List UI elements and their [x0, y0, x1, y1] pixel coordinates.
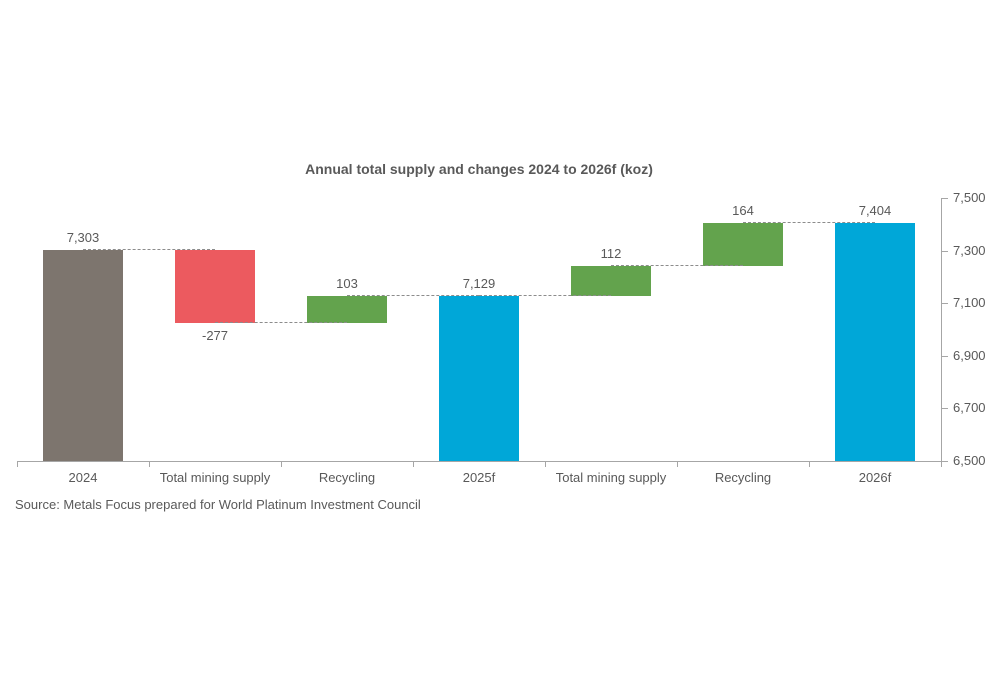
- bar-value-label: 112: [600, 246, 622, 262]
- y-axis-tick: [941, 303, 948, 305]
- bar: [835, 223, 915, 461]
- bar: [43, 249, 123, 461]
- bar: [703, 222, 783, 267]
- x-axis-tick: [413, 461, 414, 467]
- connector-line: [479, 294, 611, 296]
- y-axis-tick-label: 6,900: [953, 347, 986, 363]
- y-axis-tick: [941, 461, 948, 462]
- x-axis-label: Total mining supply: [555, 470, 667, 485]
- y-axis-tick-label: 7,500: [953, 190, 986, 205]
- bar: [307, 295, 387, 323]
- bar-value-label: 103: [336, 275, 358, 291]
- y-axis-tick-label: 6,500: [953, 453, 986, 468]
- y-axis-line: [941, 198, 942, 462]
- x-axis-tick: [941, 461, 942, 467]
- source-note: Source: Metals Focus prepared for World …: [15, 497, 421, 512]
- connector-line: [215, 321, 347, 323]
- connector-line: [743, 221, 875, 223]
- y-axis-tick: [941, 250, 948, 252]
- x-axis-tick: [17, 461, 18, 467]
- y-axis-tick: [941, 408, 948, 410]
- y-axis-tick: [941, 355, 948, 357]
- x-axis-label: 2026f: [858, 470, 892, 485]
- bar: [571, 266, 651, 296]
- bar-value-label: 7,303: [66, 229, 100, 245]
- y-axis-tick-label: 7,100: [953, 295, 986, 311]
- bar: [175, 249, 255, 323]
- bar-value-label: 7,129: [462, 275, 496, 291]
- y-axis-tick-label: 7,300: [953, 242, 986, 258]
- chart-title: Annual total supply and changes 2024 to …: [305, 161, 653, 177]
- connector-line: [347, 294, 479, 296]
- y-axis-tick: [941, 198, 948, 199]
- bar-value-label: -277: [201, 327, 229, 343]
- x-axis-label: Total mining supply: [159, 470, 271, 485]
- y-axis-tick-label: 6,700: [953, 400, 986, 416]
- x-axis-label: 2025f: [462, 470, 496, 485]
- bar: [439, 295, 519, 461]
- x-axis-tick: [281, 461, 282, 467]
- x-axis-line: [17, 461, 942, 462]
- bar-value-label: 7,404: [858, 203, 892, 219]
- x-axis-label: Recycling: [714, 470, 772, 485]
- x-axis-tick: [677, 461, 678, 467]
- x-axis-label: Recycling: [318, 470, 376, 485]
- x-axis-tick: [545, 461, 546, 467]
- x-axis-label: 2024: [68, 470, 98, 485]
- bar-value-label: 164: [732, 202, 754, 218]
- connector-line: [611, 265, 743, 267]
- connector-line: [83, 248, 215, 250]
- x-axis-tick: [809, 461, 810, 467]
- x-axis-tick: [149, 461, 150, 467]
